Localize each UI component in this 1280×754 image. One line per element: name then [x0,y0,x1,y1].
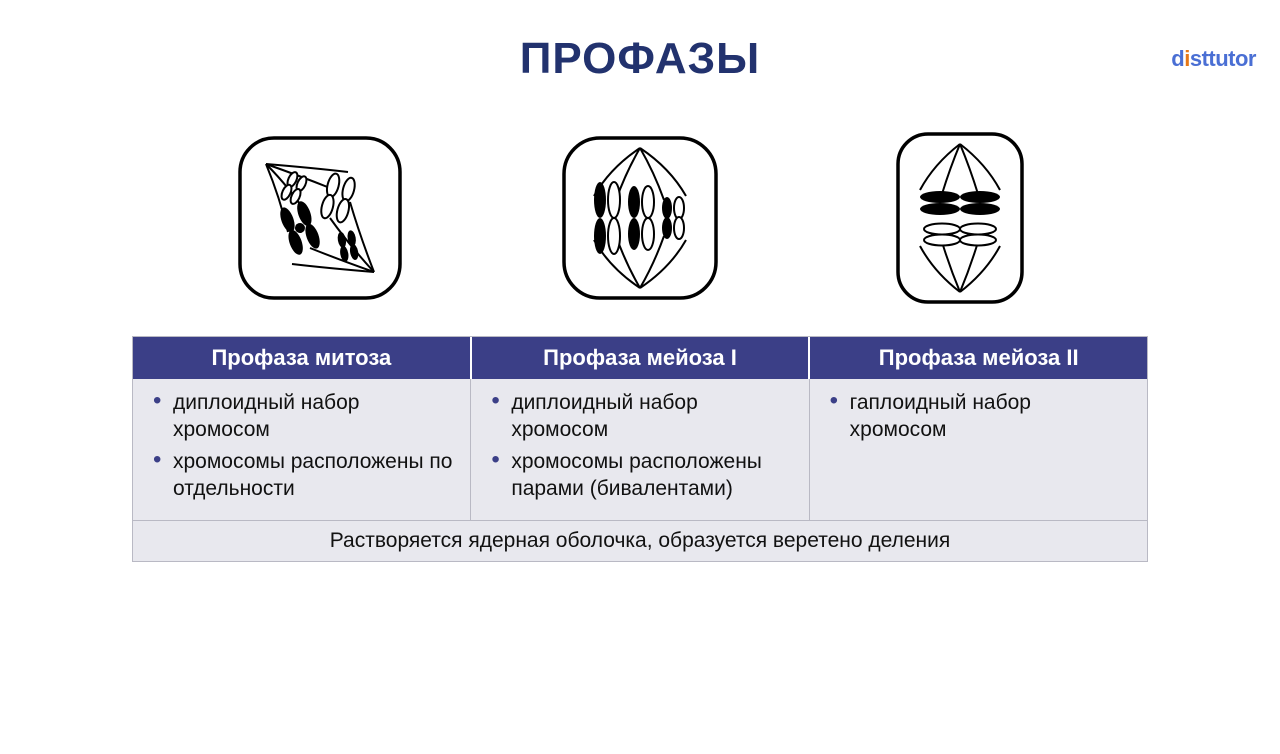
table-footer: Растворяется ядерная оболочка, образуетс… [133,520,1147,561]
table-header-cell: Профаза мейоза I [472,337,811,379]
table-cell: диплоидный набор хромосом хромосомы расп… [471,379,809,520]
table-header-cell: Профаза митоза [133,337,472,379]
diagram-meiosis2-prophase [870,128,1050,308]
logo-part-1: d [1171,46,1184,71]
list-item: диплоидный набор хромосом [485,389,794,444]
list-item: хромосомы расположены по отдельности [147,448,456,503]
table-cell: гаплоидный набор хромосом [810,379,1147,520]
list-item: хромосомы расположены парами (бивалентам… [485,448,794,503]
table-body-row: диплоидный набор хромосом хромосомы расп… [133,379,1147,520]
logo-part-3: sttutor [1190,46,1256,71]
table-cell: диплоидный набор хромосом хромосомы расп… [133,379,471,520]
brand-logo: disttutor [1171,46,1256,72]
list-item: гаплоидный набор хромосом [824,389,1133,444]
diagram-mitosis-prophase [230,128,410,308]
comparison-table: Профаза митоза Профаза мейоза I Профаза … [132,336,1148,562]
list-item: диплоидный набор хромосом [147,389,456,444]
page-title: ПРОФАЗЫ [0,34,1280,84]
diagram-meiosis1-prophase [550,128,730,308]
table-header-row: Профаза митоза Профаза мейоза I Профаза … [133,337,1147,379]
table-header-cell: Профаза мейоза II [810,337,1147,379]
diagram-row [0,128,1280,308]
